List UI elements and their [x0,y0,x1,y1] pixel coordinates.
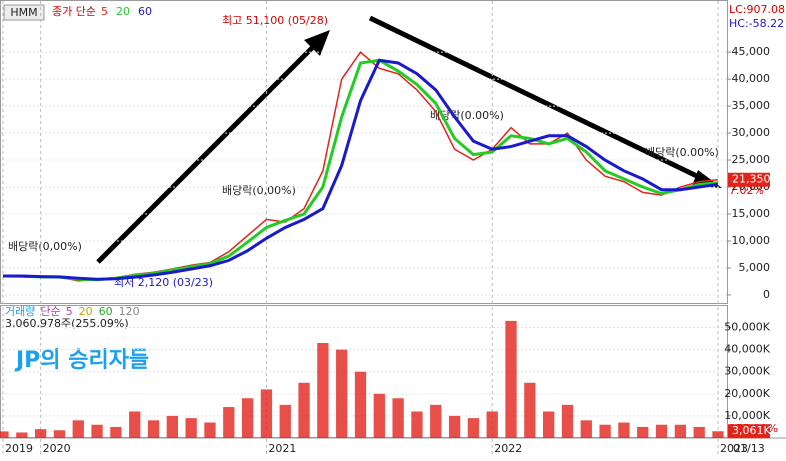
low-annotation: 최저 2,120 (03/23) [114,276,213,289]
volume-bar [411,411,423,438]
volume-bar [241,398,254,438]
y-tick-label: 25,000 [732,153,771,166]
volume-bar [147,420,160,438]
volume-legend: 단순 [40,305,60,318]
x-tick-label: 2023 [720,442,748,455]
y-tick-label: 15,000 [732,207,771,220]
hc-label: HC:-58.22 [729,17,784,30]
volume-legend: 60 [99,305,113,318]
last-price-box [728,172,770,187]
volume-bar [430,404,442,438]
y-tick-label: 50,000K [724,321,770,334]
volume-bar [204,422,216,438]
y-tick-label: 35,000 [732,99,771,112]
legend-prefix: 종가 단순 [52,5,96,18]
y-tick-label: 45,000 [732,45,771,58]
dividend-annotation: 배당락(0,00%) [222,184,296,197]
volume-bar [543,411,555,438]
dividend-annotation: 배당락(0.00%) [645,146,719,159]
volume-legend: 5 [66,305,73,318]
legend-entry: 60 [138,5,152,18]
legend-entry: 20 [116,5,130,18]
volume-bar [580,420,592,438]
lc-label: LC:907.08 [729,3,785,16]
volume-bar [0,431,9,438]
volume-bar [260,389,273,438]
volume-bar [561,404,574,438]
y-tick-label: 10,000 [732,234,771,247]
volume-bar [185,418,197,438]
volume-bar [655,424,668,438]
volume-info: 3,060,978주(255,09%) [5,317,129,330]
y-tick-label: 0 [763,288,770,301]
y-tick-label: 40,000K [724,343,770,356]
last-volume: 3,061K [732,424,771,437]
volume-bar [336,349,348,438]
volume-bar [166,415,178,438]
volume-bar [618,422,630,438]
high-annotation: 최고 51,100 (05/28) [222,14,328,27]
dividend-annotation: 배당락(0.00%) [430,109,504,122]
volume-bar [129,411,141,438]
y-tick-label: 30,000 [732,126,771,139]
volume-bar [298,382,310,438]
price-line [3,58,719,281]
volume-bar [72,420,84,438]
x-tick-label: 2020 [43,442,71,455]
x-tick-label: 2022 [494,442,522,455]
volume-bar [354,371,367,438]
y-tick-label: 10,000K [724,409,770,422]
x-tick-label: 2019 [5,442,33,455]
last-change: 7.02% [729,184,764,197]
symbol-box[interactable] [3,4,45,21]
volume-bar [373,393,385,438]
y-tick-label: 5,000 [739,261,771,274]
watermark: JP의 승리자들 [14,348,149,373]
volume-bar [505,320,517,438]
volume-bar [486,411,498,438]
legend-entry: 5 [101,5,108,18]
volume-bar [637,426,649,438]
arrow [368,15,707,183]
x-tick-label: 2021 [268,442,296,455]
volume-bar [448,415,461,438]
volume-bar [16,432,28,438]
volume-bar [674,424,687,438]
y-tick-label: 20,000K [724,387,770,400]
last-volume-box [728,424,770,439]
volume-legend: 120 [119,305,140,318]
volume-bar [91,424,103,438]
price-panel [0,0,728,304]
volume-bar [34,429,47,438]
symbol[interactable]: HMM [10,6,37,19]
y-tick-label: 40,000 [732,72,771,85]
arrow-head [304,30,330,56]
volume-bar [53,430,66,438]
volume-bar [279,404,291,438]
volume-bar [467,418,480,438]
volume-bar [693,426,705,438]
volume-bar [110,426,122,438]
volume-bar [524,382,536,438]
volume-bar [317,343,329,438]
y-tick-label: 30,000K [724,365,770,378]
volume-bar [599,424,611,438]
volume-legend: 거래량 [5,305,35,318]
volume-bar [392,398,404,438]
volume-bar [712,431,724,438]
volume-bar [223,407,235,438]
volume-legend: 20 [79,305,93,318]
last-price: 21,350 [732,173,771,186]
date-label: 01/13 [733,442,765,455]
dividend-annotation: 배당락(0,00%) [8,240,82,253]
